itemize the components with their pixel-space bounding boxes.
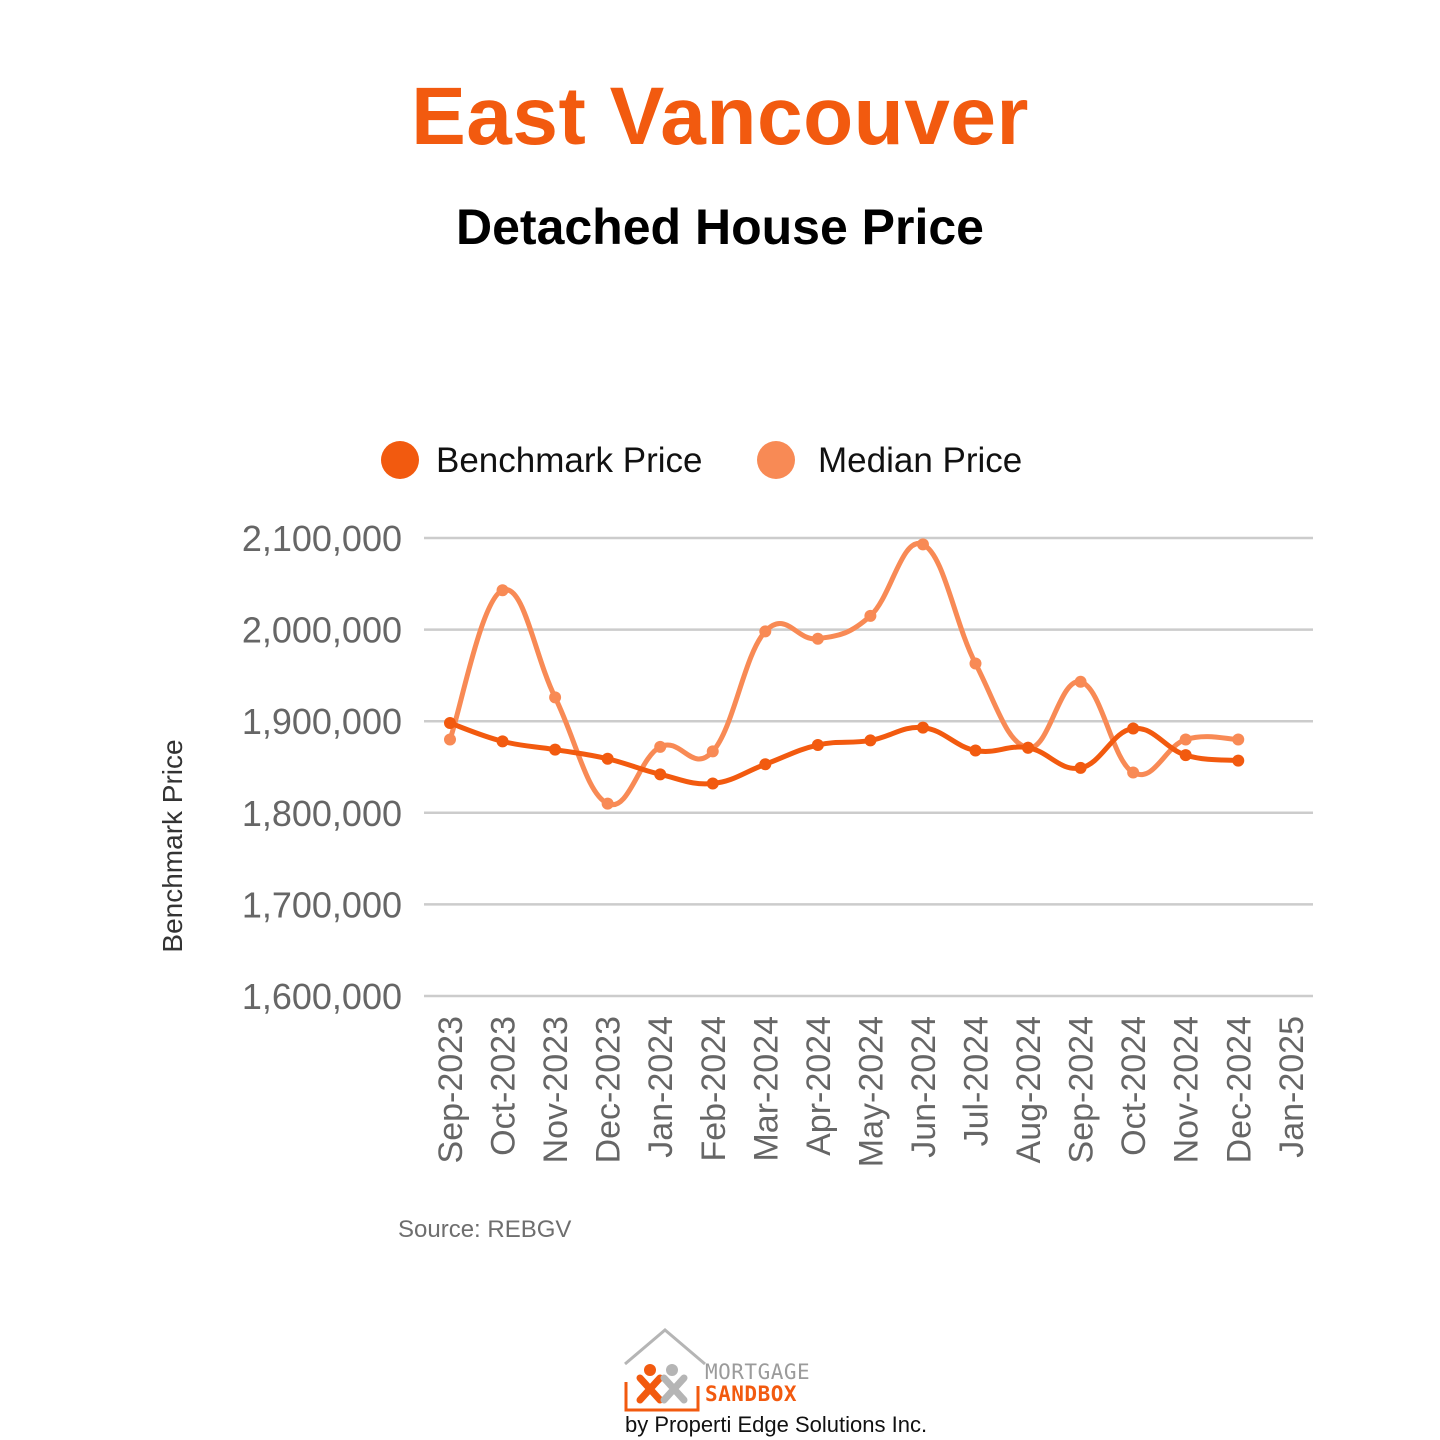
benchmark-price-point — [1127, 722, 1140, 735]
logo-byline: by Properti Edge Solutions Inc. — [625, 1412, 928, 1437]
x-tick-label: Apr-2024 — [800, 1016, 838, 1156]
benchmark-price-point — [969, 744, 982, 757]
source-note: Source: REBGV — [398, 1216, 572, 1243]
y-tick-label: 1,800,000 — [242, 793, 402, 834]
benchmark-price-point — [1022, 741, 1035, 754]
x-tick-label: Jan-2025 — [1273, 1016, 1311, 1158]
legend-median-marker — [757, 441, 795, 479]
median-price-point — [706, 745, 719, 758]
legend-benchmark-marker — [381, 441, 419, 479]
x-tick-label: Nov-2024 — [1168, 1016, 1206, 1163]
x-tick-label: May-2024 — [852, 1016, 890, 1167]
benchmark-price-point — [706, 777, 719, 790]
median-price-point — [1127, 766, 1140, 779]
benchmark-price-point — [1179, 749, 1192, 762]
benchmark-price-point — [496, 735, 509, 748]
logo-text-sandbox: SANDBOX — [705, 1382, 798, 1406]
mortgage-sandbox-logo: MORTGAGE SANDBOX by Properti Edge Soluti… — [620, 1326, 940, 1438]
legend-median-label: Median Price — [818, 441, 1022, 480]
x-tick-label: Nov-2023 — [537, 1016, 575, 1163]
chart-legend: Benchmark Price Median Price — [381, 441, 1022, 480]
benchmark-price-point — [1074, 761, 1087, 774]
x-tick-label: Feb-2024 — [695, 1016, 733, 1162]
benchmark-price-point — [601, 752, 614, 765]
median-price-point — [811, 632, 824, 645]
median-price-point — [496, 584, 509, 597]
x-tick-label: Oct-2024 — [1115, 1016, 1153, 1156]
house-logo-icon — [624, 1328, 706, 1412]
median-price-point — [601, 797, 614, 810]
median-price-point — [549, 691, 562, 704]
y-tick-label: 1,700,000 — [242, 884, 402, 925]
x-tick-label: Dec-2023 — [590, 1016, 628, 1163]
page-title: East Vancouver — [411, 71, 1029, 162]
y-tick-label: 2,000,000 — [242, 610, 402, 651]
line-chart: Benchmark Price Median Price Benchmark P… — [157, 441, 1313, 1167]
x-tick-label: Sep-2023 — [432, 1016, 470, 1163]
benchmark-price-point — [1232, 754, 1245, 767]
median-price-point — [444, 733, 456, 746]
x-tick-label: Oct-2023 — [485, 1016, 523, 1156]
benchmark-price-point — [811, 739, 824, 752]
x-tick-label: Sep-2024 — [1063, 1016, 1101, 1163]
median-price-point — [1074, 675, 1087, 688]
legend-benchmark-label: Benchmark Price — [436, 441, 702, 480]
median-price-point — [1179, 733, 1192, 746]
benchmark-price-point — [444, 717, 456, 730]
x-tick-label: Aug-2024 — [1010, 1016, 1048, 1163]
x-tick-label: Dec-2024 — [1220, 1016, 1258, 1163]
y-axis-title: Benchmark Price — [157, 739, 188, 952]
median-price-point — [759, 625, 772, 638]
y-tick-label: 1,600,000 — [242, 976, 402, 1017]
median-price-point — [916, 538, 929, 551]
benchmark-price-point — [759, 758, 772, 771]
page-subtitle: Detached House Price — [456, 199, 984, 255]
y-tick-label: 2,100,000 — [242, 518, 402, 559]
y-tick-label: 1,900,000 — [242, 701, 402, 742]
median-price-point — [1232, 733, 1245, 746]
logo-text-mortgage: MORTGAGE — [705, 1360, 811, 1384]
median-price-point — [864, 609, 877, 622]
benchmark-price-line — [447, 720, 1241, 787]
median-price-line — [447, 541, 1241, 808]
x-tick-label: Mar-2024 — [747, 1016, 785, 1162]
median-price-point — [969, 657, 982, 670]
x-tick-label: Jul-2024 — [958, 1016, 996, 1146]
benchmark-price-point — [864, 734, 877, 747]
x-tick-label: Jun-2024 — [905, 1016, 943, 1158]
benchmark-price-point — [916, 721, 929, 734]
x-tick-label: Jan-2024 — [642, 1016, 680, 1158]
benchmark-price-point — [549, 743, 562, 756]
median-price-point — [654, 740, 667, 753]
benchmark-price-point — [654, 768, 667, 781]
